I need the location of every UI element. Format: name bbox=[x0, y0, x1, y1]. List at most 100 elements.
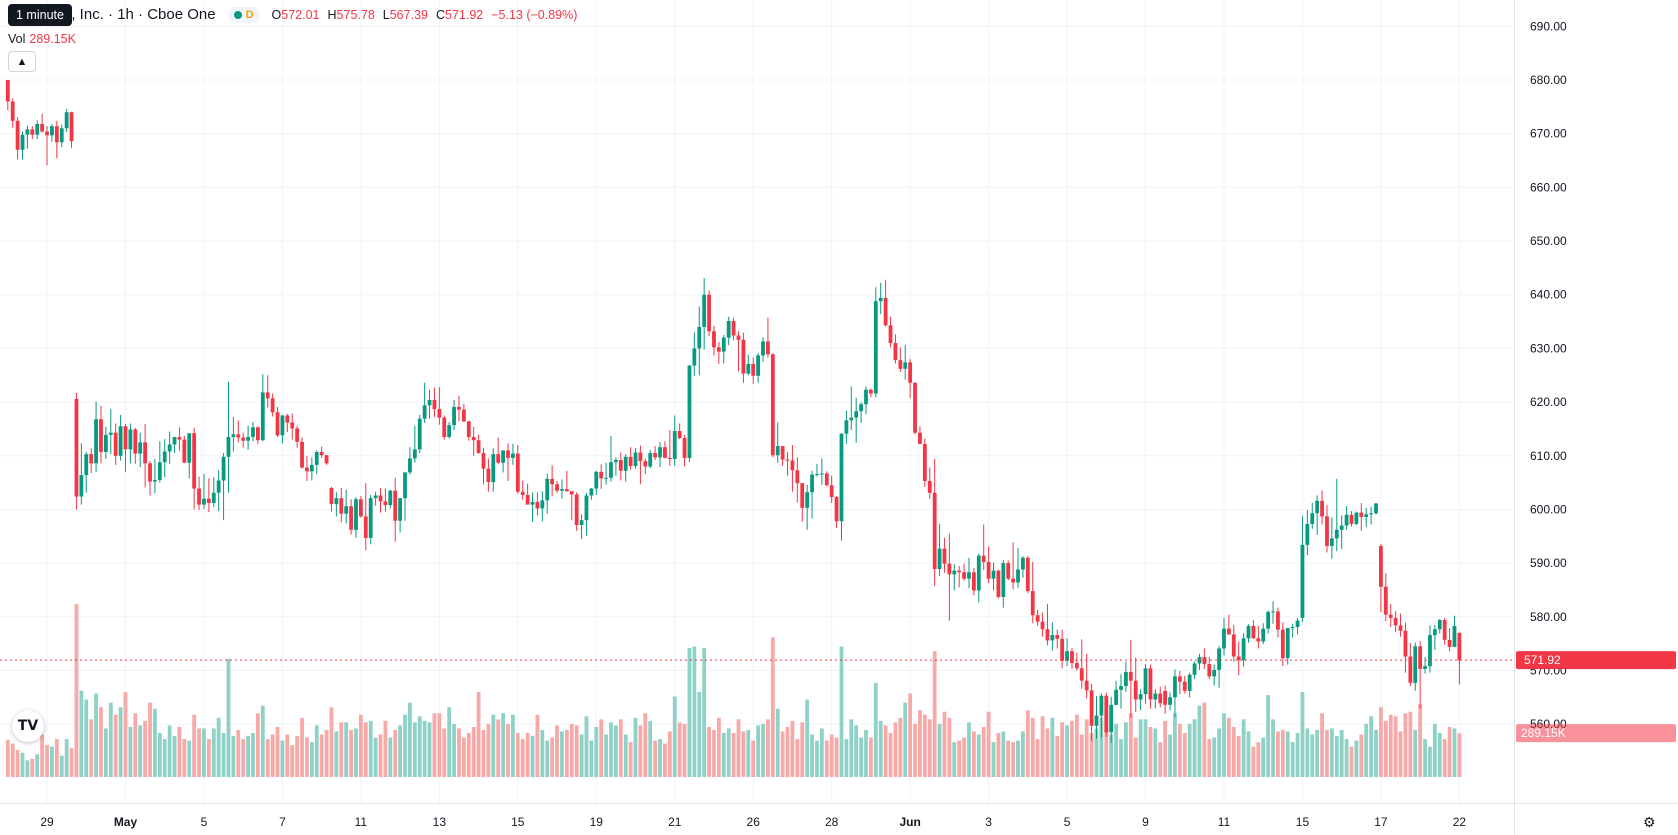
candle-body bbox=[167, 444, 172, 452]
volume-bar bbox=[947, 717, 952, 777]
candle-body bbox=[878, 297, 883, 302]
volume-bar bbox=[819, 728, 824, 777]
volume-bar bbox=[800, 722, 805, 777]
volume-bar bbox=[780, 731, 785, 777]
candle-body bbox=[1383, 586, 1388, 615]
volume-bar bbox=[515, 732, 520, 777]
x-tick-label: 5 bbox=[1064, 815, 1071, 829]
candle-body bbox=[143, 442, 148, 464]
volume-bar bbox=[177, 726, 182, 777]
candle-body bbox=[560, 489, 564, 491]
volume-bar bbox=[721, 732, 726, 777]
candle-body bbox=[1128, 672, 1133, 681]
candle-body bbox=[314, 452, 319, 465]
candle-body bbox=[775, 446, 780, 456]
volume-bar bbox=[648, 720, 653, 777]
x-tick-label: 28 bbox=[825, 815, 839, 829]
high-label: H bbox=[327, 7, 337, 22]
candle-body bbox=[815, 474, 819, 476]
candle-body bbox=[1094, 715, 1099, 726]
candle-body bbox=[99, 419, 103, 453]
collapse-legend-button[interactable]: ▲ bbox=[8, 51, 36, 72]
candle-body bbox=[461, 409, 466, 422]
volume-bar bbox=[118, 707, 123, 777]
tradingview-logo[interactable]: TV bbox=[12, 710, 44, 742]
candle-body bbox=[687, 365, 692, 458]
volume-bar bbox=[305, 737, 309, 777]
volume-bar bbox=[393, 729, 398, 777]
candle-body bbox=[819, 473, 824, 475]
candle-body bbox=[1393, 617, 1398, 626]
candle-body bbox=[515, 453, 520, 492]
volume-bar bbox=[1187, 723, 1192, 777]
volume-bar bbox=[1354, 740, 1359, 777]
volume-bar bbox=[545, 740, 550, 777]
candle-body bbox=[829, 485, 834, 498]
x-tick-label: 5 bbox=[201, 815, 208, 829]
volume-bar bbox=[1153, 728, 1158, 777]
candle-body bbox=[1217, 648, 1221, 670]
volume-bar bbox=[785, 726, 790, 777]
candle-body bbox=[162, 451, 167, 463]
candle-body bbox=[766, 341, 770, 355]
candle-body bbox=[1290, 626, 1295, 629]
volume-bar bbox=[1246, 731, 1251, 777]
candle-body bbox=[1246, 625, 1251, 639]
volume-bar bbox=[1079, 734, 1084, 777]
candle-body bbox=[1457, 632, 1462, 661]
volume-bar bbox=[457, 728, 461, 777]
candle-body bbox=[1271, 611, 1275, 613]
volume-bar bbox=[1276, 731, 1280, 777]
volume-bar bbox=[1177, 723, 1182, 777]
candle-body bbox=[368, 498, 373, 538]
y-tick-label: 670.00 bbox=[1530, 127, 1567, 141]
candle-body bbox=[103, 434, 108, 453]
volume-bar bbox=[64, 739, 69, 777]
volume-bar bbox=[824, 740, 829, 777]
volume-bar bbox=[569, 723, 574, 777]
volume-bar bbox=[535, 714, 540, 777]
candle-body bbox=[839, 433, 844, 522]
candle-body bbox=[79, 475, 84, 497]
volume-bar bbox=[1148, 726, 1153, 777]
candle-body bbox=[599, 471, 604, 479]
volume-bar bbox=[388, 737, 393, 777]
volume-bar bbox=[1158, 742, 1163, 777]
volume-bar bbox=[927, 719, 932, 777]
volume-bar bbox=[1310, 734, 1315, 777]
candle-body bbox=[609, 462, 613, 478]
volume-bar bbox=[1374, 729, 1378, 777]
volume-bar bbox=[412, 722, 417, 777]
volume-bar bbox=[790, 720, 795, 777]
candle-body bbox=[1432, 629, 1437, 636]
candle-body bbox=[1089, 690, 1094, 726]
candle-body bbox=[153, 479, 157, 482]
candle-body bbox=[133, 429, 138, 454]
volume-bar bbox=[859, 737, 863, 777]
low-value: 567.39 bbox=[389, 7, 428, 22]
candle-body bbox=[1354, 512, 1359, 524]
candle-body bbox=[1187, 674, 1192, 691]
candle-body bbox=[751, 363, 756, 376]
y-tick-label: 690.00 bbox=[1530, 19, 1567, 33]
candle-body bbox=[535, 501, 540, 509]
volume-bar bbox=[731, 732, 736, 777]
candle-body bbox=[216, 480, 221, 493]
candle-body bbox=[1442, 620, 1447, 640]
candle-body bbox=[1231, 634, 1236, 657]
candle-body bbox=[290, 422, 295, 429]
volume-bar bbox=[398, 725, 403, 777]
status-indicators[interactable]: D bbox=[227, 6, 260, 23]
volume-bar bbox=[1128, 713, 1133, 777]
settings-gear-icon[interactable]: ⚙ bbox=[1643, 814, 1656, 830]
volume-bar bbox=[525, 732, 530, 777]
volume-bar bbox=[834, 737, 839, 777]
volume-bar bbox=[290, 745, 295, 777]
volume-bar bbox=[314, 725, 319, 777]
x-tick-label: 3 bbox=[985, 815, 992, 829]
volume-bar bbox=[422, 720, 427, 777]
candle-body bbox=[1153, 693, 1158, 700]
candle-body bbox=[1256, 638, 1261, 642]
volume-bar bbox=[1070, 720, 1074, 777]
